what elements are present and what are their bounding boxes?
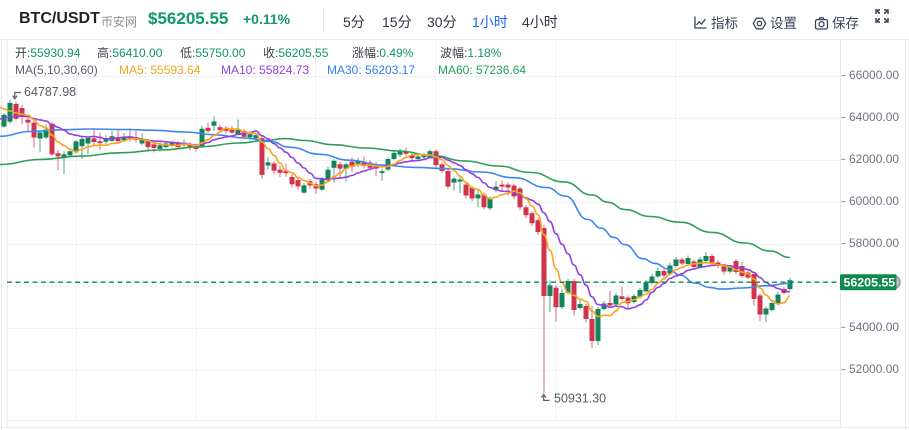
svg-text:58000.00: 58000.00 xyxy=(849,236,899,250)
svg-text:62000.00: 62000.00 xyxy=(849,152,899,166)
svg-text:64787.98: 64787.98 xyxy=(24,85,76,99)
svg-text:52000.00: 52000.00 xyxy=(849,362,899,376)
svg-text:60000.00: 60000.00 xyxy=(849,194,899,208)
svg-text:64000.00: 64000.00 xyxy=(849,110,899,124)
svg-text:50931.30: 50931.30 xyxy=(554,392,606,406)
svg-text:66000.00: 66000.00 xyxy=(849,68,899,82)
svg-text:56205.55: 56205.55 xyxy=(844,276,896,290)
svg-text:54000.00: 54000.00 xyxy=(849,320,899,334)
